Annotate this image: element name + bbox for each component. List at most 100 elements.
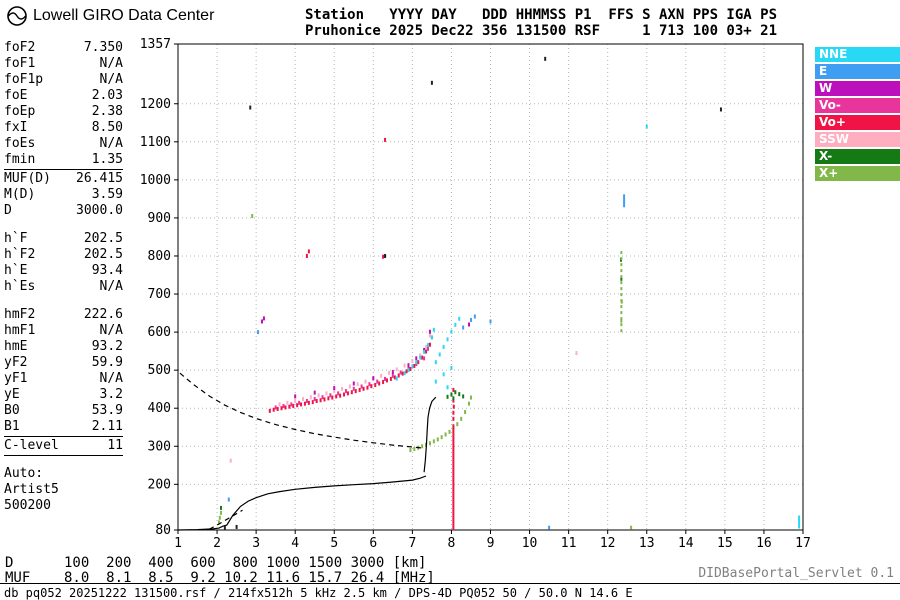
y-axis-tick-label: 200 bbox=[148, 477, 171, 492]
echo-point-x bbox=[468, 401, 471, 406]
param-value: N/A bbox=[99, 136, 123, 151]
echo-point-vo bbox=[368, 382, 371, 387]
echo-point-x bbox=[454, 390, 457, 395]
echo-point-ssw bbox=[411, 359, 414, 364]
echo-point-vo bbox=[391, 373, 394, 378]
echo-point-vo bbox=[284, 405, 287, 410]
echo-point-ssw bbox=[294, 398, 297, 403]
param-value: 2.38 bbox=[91, 104, 123, 119]
param-label: fxI bbox=[4, 120, 28, 135]
x-axis-tick-label: 8 bbox=[448, 536, 456, 551]
echo-point-e bbox=[227, 497, 230, 502]
param-value: N/A bbox=[99, 56, 123, 71]
echo-point-vo bbox=[401, 371, 404, 376]
echo-point-ssw bbox=[395, 367, 398, 372]
param-row: h`Es N/A bbox=[4, 279, 123, 295]
param-value: 93.2 bbox=[91, 339, 123, 354]
echo-point-x bbox=[218, 515, 221, 520]
echo-point-vo bbox=[344, 389, 347, 394]
echo-point-ssw bbox=[348, 384, 351, 389]
y-axis-tick-label: 300 bbox=[148, 439, 171, 454]
lowell-giro-logo: Lowell GIRO Data Center bbox=[6, 5, 214, 27]
echo-point-vo bbox=[305, 398, 308, 403]
echo-point-nne bbox=[415, 360, 418, 365]
param-label: C-level bbox=[4, 438, 59, 453]
echo-point-vo bbox=[409, 367, 412, 372]
param-row: hmF2 222.6 bbox=[4, 307, 123, 323]
param-row: yF1 N/A bbox=[4, 371, 123, 387]
echo-point-nne bbox=[411, 364, 414, 369]
echo-point-noise bbox=[430, 80, 433, 85]
echo-point-ssw bbox=[333, 389, 336, 394]
param-row: MUF(D) 26.415 bbox=[4, 171, 123, 187]
param-row: foEp 2.38 bbox=[4, 104, 123, 120]
echo-point-vo bbox=[335, 394, 338, 399]
echo-point-vo bbox=[423, 356, 426, 361]
echo-point-noise bbox=[384, 253, 387, 258]
echo-point-e bbox=[548, 525, 551, 530]
echo-point-w bbox=[352, 381, 355, 386]
auto-scaler-line: Auto: bbox=[4, 466, 44, 481]
param-value: N/A bbox=[99, 72, 123, 87]
echo-point-x bbox=[432, 439, 435, 444]
x-axis-tick-label: 9 bbox=[487, 536, 495, 551]
param-row: h`F 202.5 bbox=[4, 231, 123, 247]
param-row: foE 2.03 bbox=[4, 88, 123, 104]
echo-point-vo bbox=[413, 363, 416, 368]
echo-point-x bbox=[450, 392, 453, 397]
x-axis-tick-label: 14 bbox=[678, 536, 694, 551]
legend-item-e: E bbox=[815, 64, 900, 79]
echo-point-nne bbox=[446, 385, 449, 390]
echo-point-vo bbox=[452, 410, 455, 415]
y-axis-tick-label: 600 bbox=[148, 325, 171, 340]
legend-item-w: W bbox=[815, 81, 900, 96]
x-axis-tick-label: 10 bbox=[522, 536, 538, 551]
echo-point-x bbox=[456, 422, 459, 427]
param-label: B1 bbox=[4, 419, 20, 434]
echo-point-nne bbox=[419, 355, 422, 360]
echo-point-nne bbox=[446, 337, 449, 342]
echo-point-x bbox=[409, 448, 412, 453]
echo-point-x bbox=[219, 505, 222, 510]
echo-point-vo bbox=[382, 379, 385, 384]
echo-point-ssw bbox=[317, 393, 320, 398]
echo-point-w bbox=[428, 329, 431, 334]
echo-point-w bbox=[391, 370, 394, 375]
echo-point-ssw bbox=[278, 402, 281, 407]
echo-point-vo bbox=[452, 404, 455, 409]
echo-point-e bbox=[469, 317, 472, 322]
echo-point-ssw bbox=[229, 458, 232, 463]
echo-point-vo bbox=[452, 398, 455, 403]
y-axis-tick-label: 80 bbox=[155, 523, 171, 538]
echo-point-x bbox=[218, 520, 221, 525]
auto-scaler-block: Auto: Artist5 500200 bbox=[4, 466, 123, 514]
param-row: h`F2 202.5 bbox=[4, 247, 123, 263]
echo-point-vo bbox=[384, 376, 387, 381]
muf-transmission-curve bbox=[179, 372, 425, 449]
echo-point-vo bbox=[321, 395, 324, 400]
param-label: D bbox=[4, 203, 12, 218]
echo-point-nne bbox=[450, 329, 453, 334]
readout-panel: foF2 7.350 foF1 N/A foF1p N/A foE 2.03 foEp 2.38 f… bbox=[4, 39, 123, 514]
x-axis-tick-label: 12 bbox=[600, 536, 616, 551]
echo-point-vo bbox=[298, 400, 301, 405]
param-value: 2.03 bbox=[91, 88, 123, 103]
param-value: 93.4 bbox=[91, 263, 123, 278]
echo-point-noise bbox=[544, 56, 547, 61]
echo-point-vo bbox=[300, 402, 303, 407]
echo-point-ssw bbox=[286, 400, 289, 405]
echo-point-vo bbox=[329, 393, 332, 398]
echo-point-x bbox=[458, 392, 461, 397]
echo-point-vo bbox=[292, 403, 295, 408]
param-row: yF2 59.9 bbox=[4, 355, 123, 371]
param-value: N/A bbox=[99, 371, 123, 386]
echo-point-vo bbox=[427, 346, 429, 351]
x-axis-tick-label: 5 bbox=[330, 536, 338, 551]
legend-item-x: X+ bbox=[815, 166, 900, 181]
echo-point-vo bbox=[428, 342, 431, 347]
echo-point-ssw bbox=[403, 363, 406, 368]
x-axis-tick-label: 2 bbox=[213, 536, 221, 551]
echo-point-nne bbox=[430, 335, 433, 340]
echo-point-nne bbox=[438, 352, 441, 357]
param-label: hmE bbox=[4, 339, 28, 354]
